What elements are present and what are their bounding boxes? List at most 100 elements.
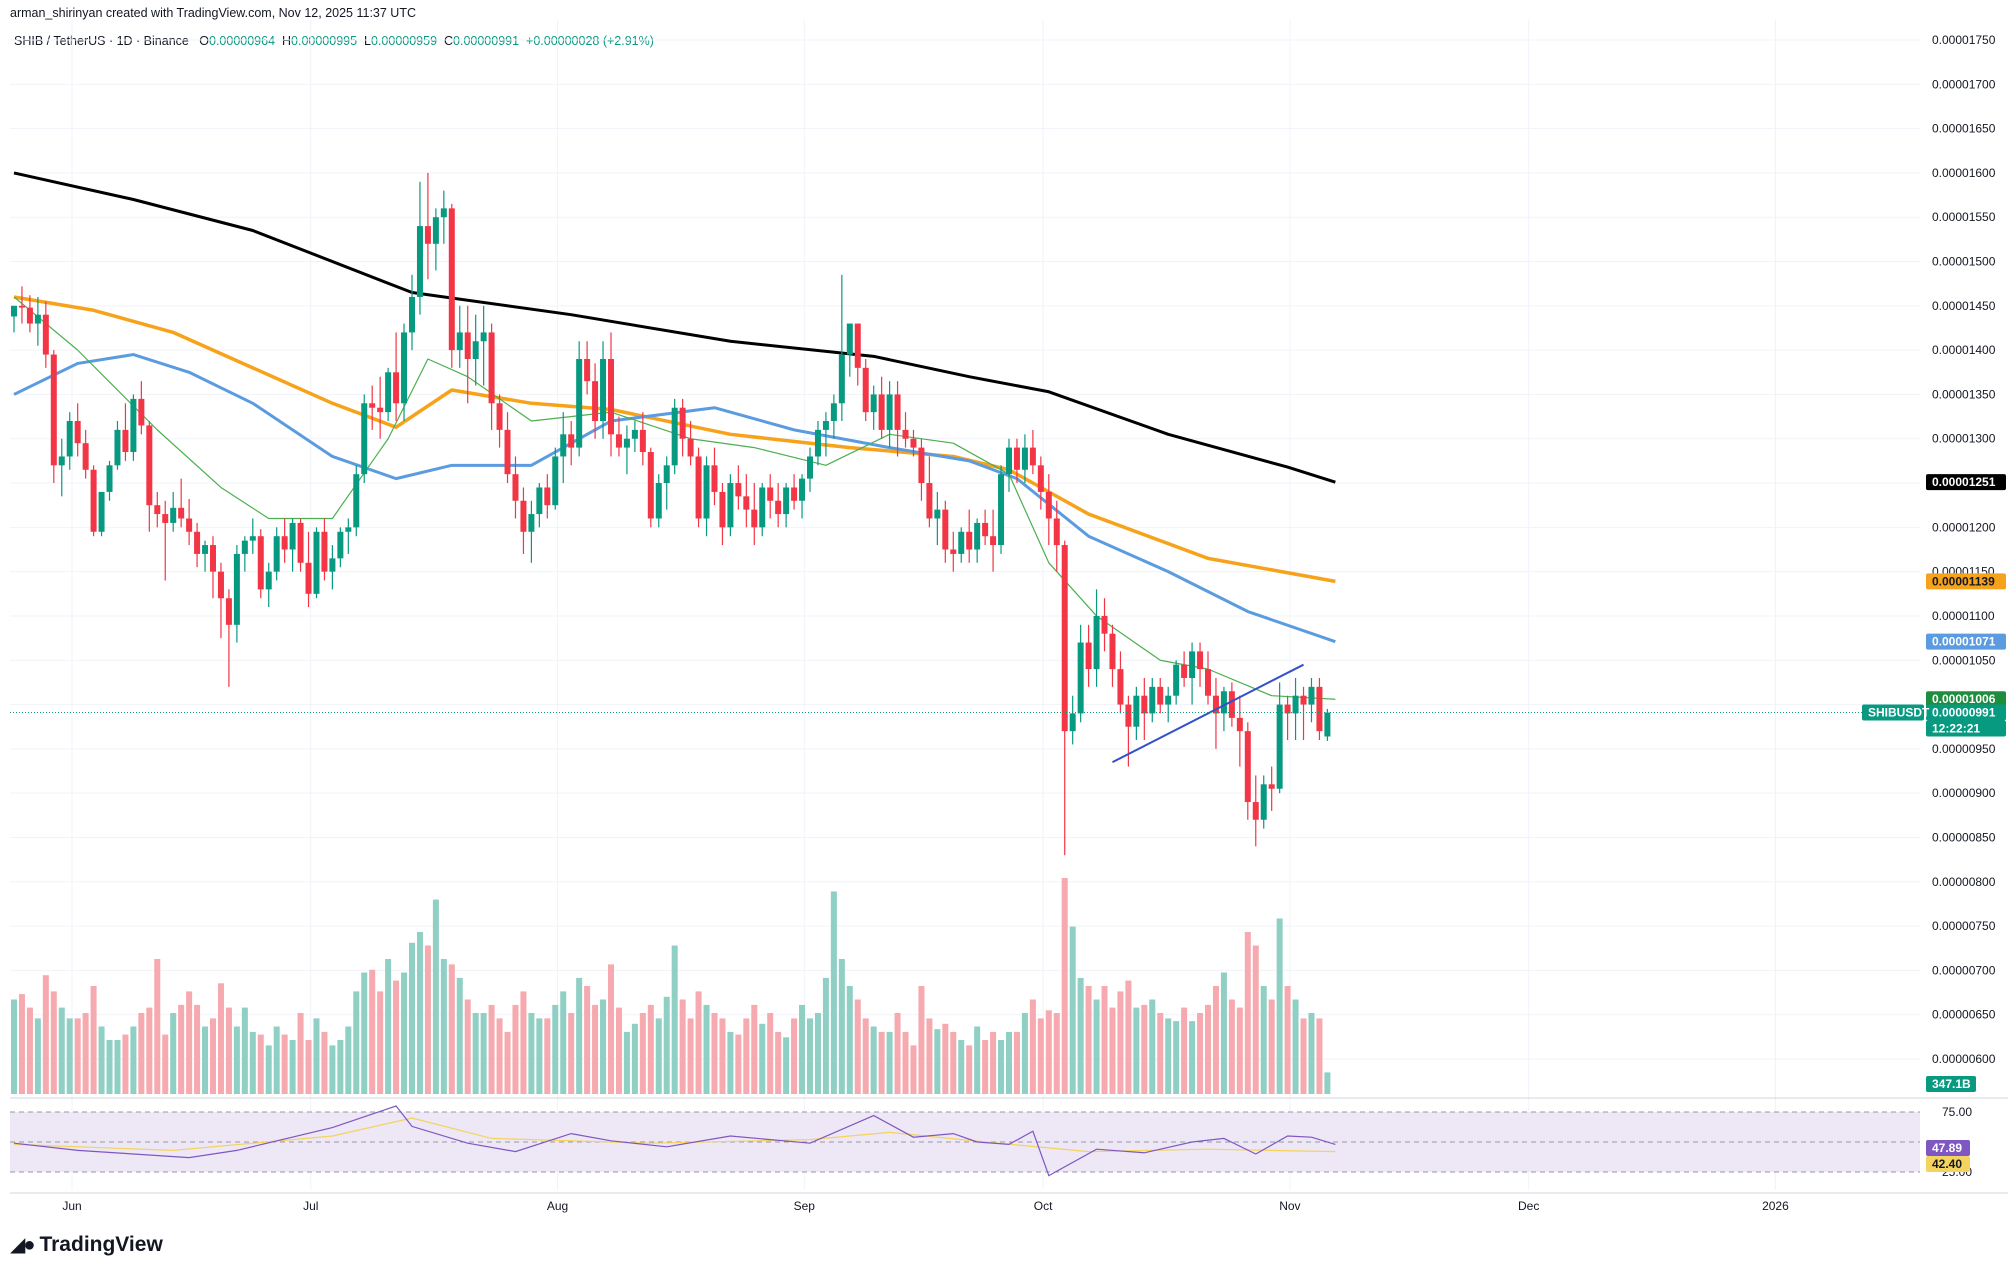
- symbol-tag-text: SHIBUSDT: [1868, 706, 1930, 720]
- trendline-drawing[interactable]: [1112, 663, 1304, 764]
- candle-body: [1308, 686, 1315, 705]
- candle-body: [1220, 691, 1227, 714]
- candle-body: [918, 447, 925, 484]
- volume-bar: [186, 991, 193, 1094]
- volume-bar: [1205, 1004, 1211, 1094]
- volume-bar: [1133, 1007, 1140, 1094]
- volume-bar: [313, 1018, 320, 1094]
- volume-bar: [225, 1007, 232, 1094]
- volume-bar: [369, 969, 376, 1094]
- price-tick-label: 0.00000650: [1932, 1008, 1996, 1022]
- candle-body: [822, 421, 829, 430]
- candle-body: [106, 465, 113, 492]
- volume-bar: [1006, 1031, 1012, 1094]
- volume-bar: [50, 991, 57, 1094]
- candle-body: [560, 434, 567, 457]
- price-tags: 0.00001251 0.00001139 0.00001071 0.00001006…: [1862, 474, 2006, 1172]
- candle-body: [210, 545, 216, 572]
- candle-body: [1109, 633, 1116, 670]
- price-tick-label: 0.00001500: [1932, 255, 1996, 269]
- candle-body: [528, 514, 535, 532]
- volume-bar: [655, 1018, 662, 1094]
- candle-body: [472, 341, 479, 359]
- volume-bar: [1324, 1072, 1331, 1094]
- candle-body: [480, 332, 487, 342]
- candle-body: [1125, 704, 1132, 727]
- candle-body: [456, 332, 463, 351]
- candle-body: [42, 314, 49, 355]
- open-value: 0.00000964: [209, 34, 276, 48]
- volume-bar: [958, 1040, 965, 1094]
- candle-body: [393, 372, 400, 404]
- price-tag: [1926, 720, 2006, 737]
- volume-bar: [440, 959, 447, 1094]
- volume-bar: [1037, 1018, 1044, 1094]
- volume-bar: [615, 1007, 622, 1094]
- candle-body: [1316, 686, 1323, 732]
- symbol-label[interactable]: SHIB / TetherUS · 1D · Binance: [14, 34, 189, 48]
- candle-body: [178, 507, 185, 519]
- candle-body: [90, 469, 97, 532]
- volume-bar: [90, 986, 97, 1094]
- time-axis[interactable]: Jun Jul Aug Sep Oct Nov Dec 2026: [10, 1192, 2008, 1213]
- candle-body: [703, 465, 710, 519]
- volume-bar: [1125, 980, 1132, 1094]
- candle-body: [1260, 784, 1267, 820]
- candles[interactable]: [11, 172, 1331, 856]
- candle-body: [1069, 713, 1076, 732]
- volume-bar: [647, 1004, 654, 1094]
- volume-bar: [536, 1018, 543, 1094]
- volume-bar: [409, 942, 415, 1094]
- volume-bar: [305, 1040, 312, 1094]
- candle-body: [1013, 447, 1020, 470]
- volume-bar: [1268, 999, 1275, 1094]
- volume-bar: [1053, 1013, 1060, 1094]
- volume-bar: [1077, 977, 1084, 1094]
- candle-body: [146, 425, 153, 506]
- volume-bar: [1197, 1013, 1204, 1094]
- candle-body: [385, 372, 392, 413]
- candle-body: [162, 514, 169, 523]
- volume-bar: [1220, 972, 1227, 1094]
- candle-body: [878, 394, 885, 430]
- price-tick-label: 0.00001700: [1932, 77, 1996, 91]
- volume-bar: [783, 1037, 790, 1094]
- candle-body: [186, 518, 193, 532]
- ma-line-ma200: [13, 171, 1336, 484]
- tradingview-logo[interactable]: ◢● TradingView: [10, 1232, 163, 1257]
- candle-body: [98, 491, 105, 532]
- volume-bar: [584, 986, 591, 1094]
- volume-bar: [552, 1004, 559, 1094]
- candle-body: [568, 434, 575, 448]
- candle-body: [170, 507, 177, 523]
- price-axis[interactable]: 0.00001750 0.00001700 0.00001650 0.00001600…: [1932, 33, 1996, 1179]
- candle-body: [202, 545, 209, 554]
- candle-body: [353, 474, 360, 528]
- volume-bar: [488, 1004, 495, 1094]
- tradingview-logo-icon: ◢●: [10, 1234, 36, 1256]
- candle-body: [655, 483, 662, 519]
- candle-body: [902, 429, 909, 439]
- price-tick-label: 0.00001650: [1932, 122, 1996, 136]
- rsi-value-tag: [1926, 1140, 1970, 1156]
- volume-bar: [1236, 1007, 1243, 1094]
- volume-bar: [98, 1026, 105, 1094]
- volume-bar: [1292, 999, 1299, 1094]
- rsi-levels: [10, 1111, 1920, 1173]
- candle-body: [1189, 651, 1196, 678]
- candle-body: [759, 487, 766, 528]
- volume-bar: [934, 1029, 941, 1094]
- candle-body: [1117, 669, 1124, 705]
- candle-body: [1093, 615, 1100, 670]
- candle-body: [241, 540, 248, 554]
- rsi-ma-line: [13, 1117, 1336, 1153]
- high-value: 0.00000995: [291, 34, 358, 48]
- candle-body: [130, 398, 137, 453]
- volume-bar: [424, 945, 431, 1094]
- volume-bar: [735, 1034, 742, 1094]
- candle-body: [26, 307, 33, 324]
- volume-bar: [416, 932, 423, 1094]
- volume-bar: [814, 1013, 821, 1094]
- candle-body: [1173, 664, 1180, 696]
